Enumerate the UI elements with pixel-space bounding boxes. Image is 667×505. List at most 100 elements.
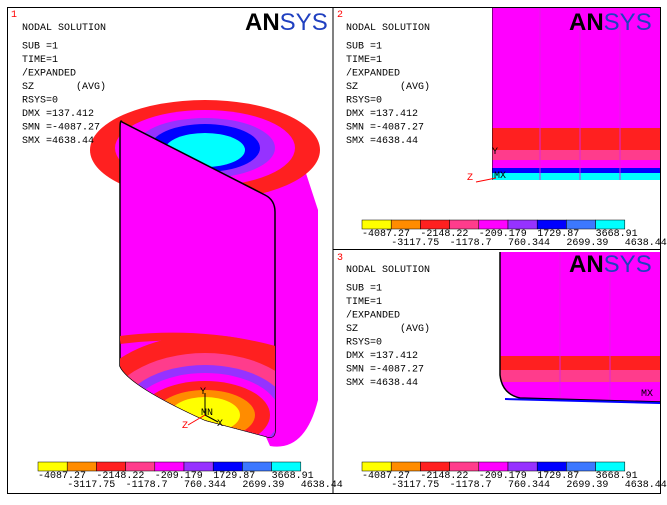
legend-swatch	[566, 461, 596, 472]
legend-swatch	[37, 461, 68, 472]
legend-label: 1729.87	[537, 229, 579, 240]
edge	[499, 252, 661, 403]
legend-swatch	[595, 461, 626, 472]
legend-label: 4638.44	[301, 480, 343, 491]
info-line: NODAL SOLUTION	[22, 23, 106, 34]
legend-swatch	[361, 461, 392, 472]
window-frame	[7, 7, 661, 494]
ansys-logo: ANSYS	[245, 9, 328, 36]
model-view-2	[492, 8, 660, 180]
legend-label: -2148.22	[420, 229, 468, 240]
legend-label: 760.344	[184, 480, 226, 491]
legend-swatch	[507, 219, 538, 230]
info-line: SMX =4638.44	[22, 136, 94, 147]
triad-label: MX	[494, 171, 506, 182]
legend-label: -209.179	[479, 471, 527, 482]
info-line: SZ (AVG)	[346, 81, 430, 93]
logo-part: AN	[245, 9, 280, 36]
info-line: SZ (AVG)	[22, 81, 106, 93]
legend-label: 3668.91	[596, 471, 638, 482]
info-line: TIME=1	[346, 297, 382, 308]
legend-label: -2148.22	[96, 471, 144, 482]
legend-label: 1729.87	[213, 471, 255, 482]
legend-label: 3668.91	[596, 229, 638, 240]
info-line: /EXPANDED	[346, 68, 400, 80]
legend-swatch	[66, 461, 97, 472]
info-line: NODAL SOLUTION	[346, 23, 430, 34]
legend-label: -4087.27	[362, 229, 410, 240]
triad-label: Y	[200, 387, 206, 398]
legend-label: -3117.75	[391, 480, 439, 491]
legend-label: 4638.44	[625, 480, 667, 491]
legend-label: -4087.27	[38, 471, 86, 482]
viewport-number: 2	[337, 10, 343, 21]
legend-swatch	[478, 219, 509, 230]
info-line: TIME=1	[346, 55, 382, 66]
legend-label: -3117.75	[67, 480, 115, 491]
legend-label: -209.179	[155, 471, 203, 482]
legend-swatch	[420, 219, 450, 230]
triad-label: X	[217, 419, 223, 430]
info-line: SUB =1	[22, 42, 58, 53]
legend-swatch	[271, 461, 302, 472]
legend-swatch	[536, 461, 567, 472]
info-line: SUB =1	[346, 42, 382, 53]
ansys-logo: ANSYS	[569, 9, 652, 36]
legend-label: 760.344	[508, 480, 550, 491]
info-line: SMN =-4087.27	[22, 123, 100, 134]
triad-axis	[204, 414, 219, 423]
legend-label: -4087.27	[362, 471, 410, 482]
legend-label: -2148.22	[420, 471, 468, 482]
info-line: DMX =137.412	[346, 109, 418, 120]
triad-axis	[475, 177, 497, 183]
legend-swatch	[361, 219, 392, 230]
edge-band	[504, 398, 661, 404]
info-line: SMN =-4087.27	[346, 365, 424, 376]
info-line: /EXPANDED	[346, 310, 400, 322]
legend-swatch	[449, 461, 480, 472]
legend-swatch	[420, 461, 450, 472]
logo-part: SYS	[280, 9, 328, 36]
info-line: RSYS=0	[22, 96, 58, 107]
triad-label: MN	[201, 408, 213, 419]
triad-axis	[187, 414, 206, 426]
info-line: DMX =137.412	[346, 351, 418, 362]
legend-swatch	[154, 461, 185, 472]
legend-swatch	[507, 461, 538, 472]
legend-swatch	[390, 461, 421, 472]
info-line: /EXPANDED	[22, 68, 76, 80]
legend-label: 1729.87	[537, 471, 579, 482]
legend-label: -1178.7	[450, 480, 492, 491]
legend-swatch	[566, 219, 596, 230]
legend-swatch	[449, 219, 480, 230]
legend-label: -1178.7	[450, 238, 492, 249]
legend-label: -3117.75	[391, 238, 439, 249]
info-line: SMX =4638.44	[346, 378, 418, 389]
legend-label: 2699.39	[242, 480, 284, 491]
legend-swatch	[242, 461, 272, 472]
legend-label: 3668.91	[272, 471, 314, 482]
triad-label: Z	[182, 421, 188, 432]
info-line: TIME=1	[22, 55, 58, 66]
logo-part: SYS	[604, 251, 652, 278]
logo-part: AN	[569, 251, 604, 278]
ansys-logo: ANSYS	[569, 251, 652, 278]
info-line: RSYS=0	[346, 96, 382, 107]
info-line: SMN =-4087.27	[346, 123, 424, 134]
legend-swatch	[536, 219, 567, 230]
legend-label: 2699.39	[566, 480, 608, 491]
info-line: NODAL SOLUTION	[346, 265, 430, 276]
triad-label: Z	[467, 173, 473, 184]
info-line: SZ (AVG)	[346, 323, 430, 335]
legend-label: 2699.39	[566, 238, 608, 249]
legend-swatch	[390, 219, 421, 230]
legend-swatch	[595, 219, 626, 230]
info-line: DMX =137.412	[22, 109, 94, 120]
viewport-number: 1	[11, 10, 17, 21]
logo-part: SYS	[604, 9, 652, 36]
legend-label: 4638.44	[625, 238, 667, 249]
legend-label: -209.179	[479, 229, 527, 240]
triad-label: MX	[641, 389, 653, 400]
model-view-3	[500, 252, 660, 402]
